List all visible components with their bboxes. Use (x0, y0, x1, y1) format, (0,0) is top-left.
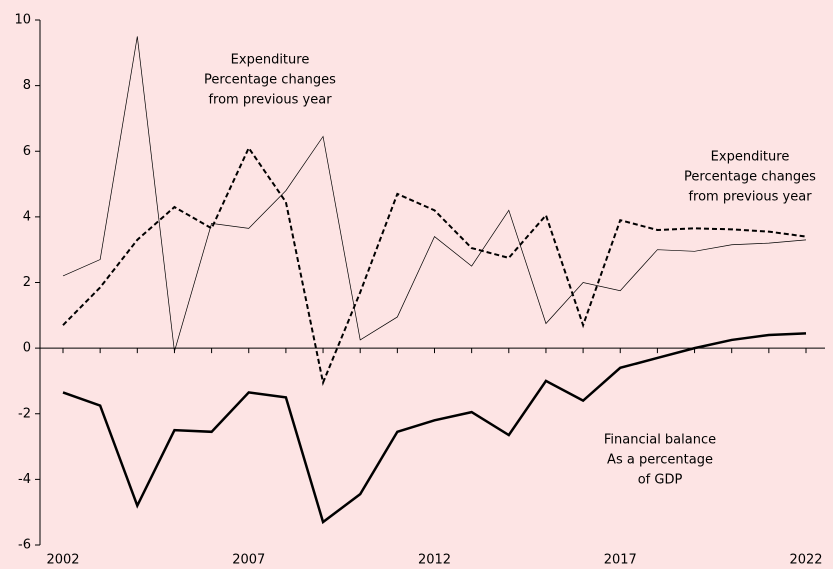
annotation: Financial balance (604, 433, 716, 448)
annotation: Expenditure (231, 53, 310, 68)
y-tick-label: -4 (18, 472, 31, 487)
annotation: Expenditure (711, 150, 790, 165)
y-tick-label: -2 (18, 406, 31, 421)
series-line (62, 332, 807, 525)
y-tick-label: -6 (18, 538, 31, 553)
y-tick-label: 0 (23, 341, 31, 356)
x-tick-label: 2007 (232, 553, 265, 568)
series-line (62, 36, 807, 352)
y-tick-label: 2 (23, 275, 31, 290)
x-tick-label: 2012 (418, 553, 451, 568)
x-tick-label: 2017 (604, 553, 637, 568)
x-tick-label: 2022 (789, 553, 822, 568)
annotation: As a percentage (607, 453, 713, 468)
series-line (62, 145, 807, 386)
y-tick-label: 8 (23, 78, 31, 93)
annotation: Percentage changes (204, 73, 336, 88)
annotation: Percentage changes (684, 170, 816, 185)
y-tick-label: 6 (23, 144, 31, 159)
y-tick-label: 4 (23, 209, 31, 224)
annotation: from previous year (688, 190, 812, 205)
y-tick-label: 10 (14, 13, 31, 28)
x-tick-label: 2002 (46, 553, 79, 568)
annotation: of GDP (638, 473, 683, 488)
annotation: from previous year (208, 93, 332, 108)
